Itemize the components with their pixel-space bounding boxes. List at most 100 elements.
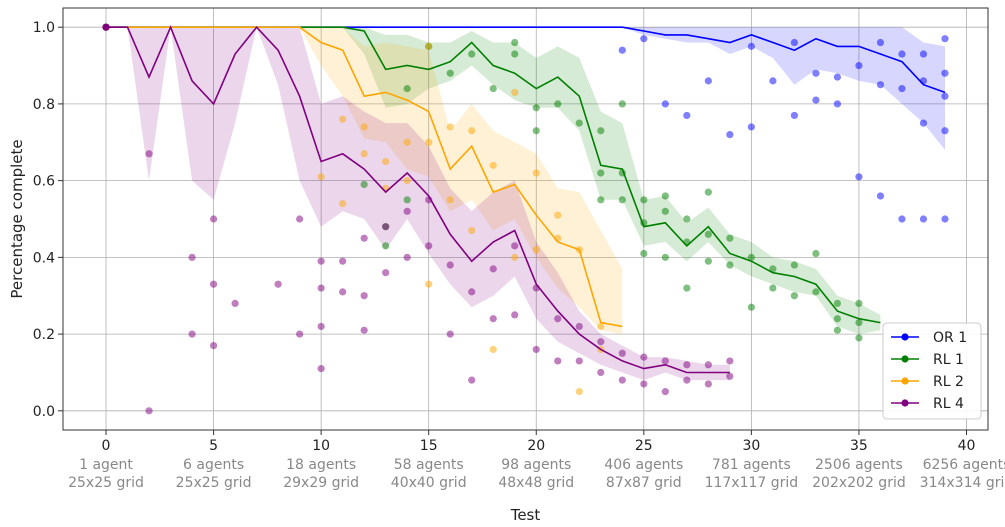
point-rl-1	[726, 261, 734, 269]
point-rl-1	[554, 100, 562, 108]
point-rl-4	[382, 269, 390, 277]
point-rl-2	[425, 42, 433, 50]
point-rl-1	[790, 261, 798, 269]
band-rl-2	[106, 27, 623, 335]
point-rl-1	[833, 299, 842, 307]
category-label-line1: 98 agents	[501, 457, 571, 473]
category-label-line2: 202x202 grid	[812, 475, 906, 491]
point-rl-4	[618, 376, 626, 384]
category-label-line2: 48x48 grid	[498, 475, 574, 491]
point-or-1	[661, 100, 669, 108]
point-rl-1	[618, 196, 626, 204]
point-or-1	[855, 173, 863, 181]
point-rl-2	[446, 196, 454, 204]
category-label-line2: 40x40 grid	[391, 475, 467, 491]
point-rl-2	[317, 173, 325, 181]
point-rl-4	[640, 353, 648, 361]
legend-label: RL 1	[933, 352, 964, 368]
category-labels: 1 agent 25x25 grid 6 agents 25x25 grid 18 ag…	[68, 457, 1005, 491]
point-rl-4	[317, 257, 325, 265]
point-rl-1	[532, 104, 540, 112]
point-rl-4	[446, 330, 454, 338]
scatter-points	[145, 35, 949, 415]
point-rl-1	[403, 84, 411, 93]
category-label-line2: 314x314 grid	[920, 475, 1005, 491]
point-rl-1	[661, 253, 669, 261]
point-rl-1	[597, 127, 605, 135]
y-tick-label: 1.0	[33, 20, 55, 36]
point-rl-1	[640, 196, 648, 204]
point-rl-1	[468, 50, 476, 58]
point-or-1	[919, 215, 928, 223]
point-rl-4	[209, 280, 218, 288]
point-rl-4	[597, 368, 605, 377]
point-rl-4	[575, 357, 583, 365]
point-rl-4	[317, 284, 325, 292]
point-rl-1	[360, 180, 368, 189]
point-or-1	[876, 38, 885, 47]
point-or-1	[898, 50, 906, 58]
point-rl-2	[360, 150, 368, 158]
point-rl-4	[188, 253, 196, 261]
legend-swatch-marker	[901, 399, 909, 407]
legend-swatch-marker	[901, 377, 909, 385]
point-rl-1	[661, 192, 669, 200]
legend: OR 1 RL 1 RL 2 RL 4	[882, 322, 982, 420]
point-rl-1	[640, 249, 648, 258]
point-rl-1	[532, 127, 540, 135]
category-label-line2: 25x25 grid	[176, 475, 252, 491]
point-rl-4	[360, 326, 368, 334]
point-rl-2	[532, 246, 540, 254]
point-rl-4	[209, 342, 218, 350]
band-or-1	[106, 27, 945, 150]
point-rl-1	[726, 234, 734, 242]
point-rl-4	[446, 261, 454, 269]
point-rl-1	[855, 318, 863, 327]
point-rl-2	[382, 157, 390, 166]
point-rl-2	[511, 88, 519, 96]
point-or-1	[747, 42, 755, 50]
point-rl-2	[403, 177, 411, 185]
point-rl-1	[618, 100, 626, 108]
point-or-1	[833, 73, 842, 81]
point-rl-4	[468, 288, 476, 296]
point-rl-4	[188, 330, 196, 338]
point-rl-1	[403, 196, 411, 204]
point-or-1	[919, 50, 928, 58]
point-or-1	[876, 192, 885, 200]
x-tick-label: 25	[635, 438, 653, 454]
y-tick-label: 0.0	[33, 404, 55, 420]
point-rl-2	[425, 138, 433, 146]
point-rl-2	[425, 280, 433, 288]
point-rl-4	[425, 242, 433, 250]
category-label-line2: 29x29 grid	[283, 475, 359, 491]
axis-ticks: 0 5 10 15 20 25 30 35 40 0.0 0.2 0.4 0.6 0.8 1.0	[33, 20, 976, 454]
point-rl-1	[661, 207, 669, 215]
point-or-1	[876, 81, 885, 89]
point-rl-4	[704, 361, 712, 369]
y-tick-label: 0.6	[33, 174, 55, 190]
point-or-1	[812, 69, 820, 77]
category-label-line1: 406 agents	[604, 457, 683, 473]
point-rl-1	[597, 196, 605, 204]
point-or-1	[790, 38, 798, 47]
point-rl-4	[468, 376, 476, 384]
point-rl-2	[446, 123, 454, 131]
line-rl-4	[106, 25, 730, 374]
point-rl-4	[726, 372, 734, 380]
point-rl-4	[339, 288, 347, 296]
point-rl-1	[812, 288, 820, 296]
point-rl-4	[640, 380, 648, 388]
point-rl-4	[403, 207, 411, 215]
point-rl-1	[683, 215, 691, 223]
x-tick-label: 35	[850, 438, 868, 454]
point-rl-1	[575, 119, 583, 127]
point-rl-4	[597, 338, 605, 346]
y-tick-label: 0.8	[33, 97, 55, 113]
point-rl-2	[597, 322, 605, 331]
point-rl-1	[382, 242, 390, 250]
y-tick-label: 0.4	[33, 250, 55, 266]
point-or-1	[704, 77, 712, 85]
point-or-1	[919, 119, 928, 127]
